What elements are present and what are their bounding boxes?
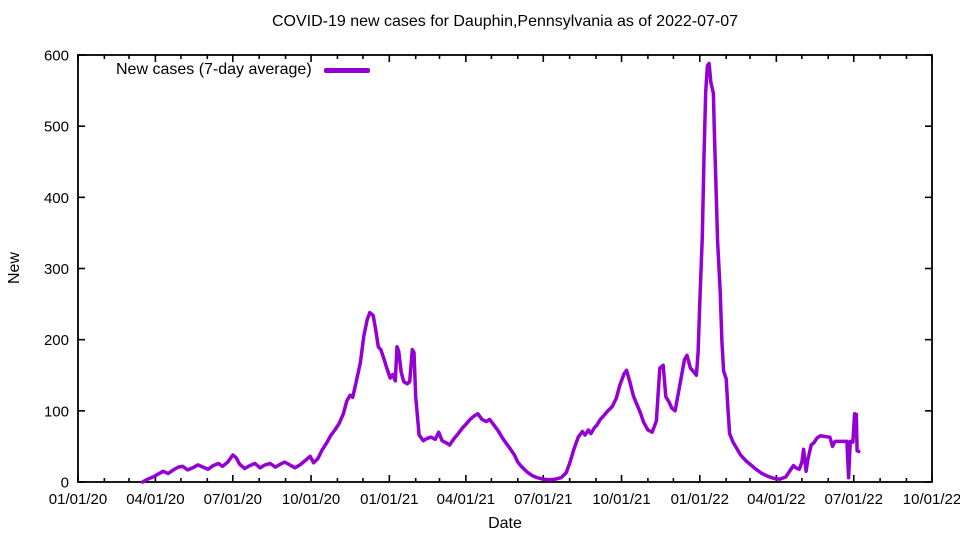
y-tick-label: 400 <box>44 190 69 207</box>
x-axis-label: Date <box>488 515 522 532</box>
x-tick-label: 01/01/21 <box>360 491 418 508</box>
plot-frame <box>77 54 933 483</box>
y-tick-label: 500 <box>44 119 69 136</box>
y-tick-label: 600 <box>44 48 69 65</box>
x-tick-label: 07/01/20 <box>204 491 262 508</box>
y-tick-label: 200 <box>44 332 69 349</box>
x-tick-label: 04/01/20 <box>126 491 184 508</box>
x-tick-label: 10/01/20 <box>282 491 340 508</box>
x-tick-label: 01/01/20 <box>49 491 107 508</box>
x-tick-label: 04/01/21 <box>437 491 495 508</box>
series-line <box>140 61 861 484</box>
x-tick-label: 07/01/21 <box>514 491 572 508</box>
legend-label: New cases (7-day average) <box>116 61 312 78</box>
legend: New cases (7-day average) <box>116 61 370 79</box>
legend-line-sample <box>323 67 370 73</box>
y-tick-label: 0 <box>61 475 69 492</box>
y-tick-label: 300 <box>44 261 69 278</box>
x-tick-label: 04/01/22 <box>747 491 805 508</box>
x-tick-label: 07/01/22 <box>825 491 883 508</box>
chart-title: COVID-19 new cases for Dauphin,Pennsylva… <box>271 13 739 30</box>
y-tick-label: 100 <box>44 403 69 420</box>
x-tick-label: 01/01/22 <box>671 491 729 508</box>
x-tick-label: 10/01/21 <box>592 491 650 508</box>
x-tick-label: 10/01/22 <box>903 491 960 508</box>
